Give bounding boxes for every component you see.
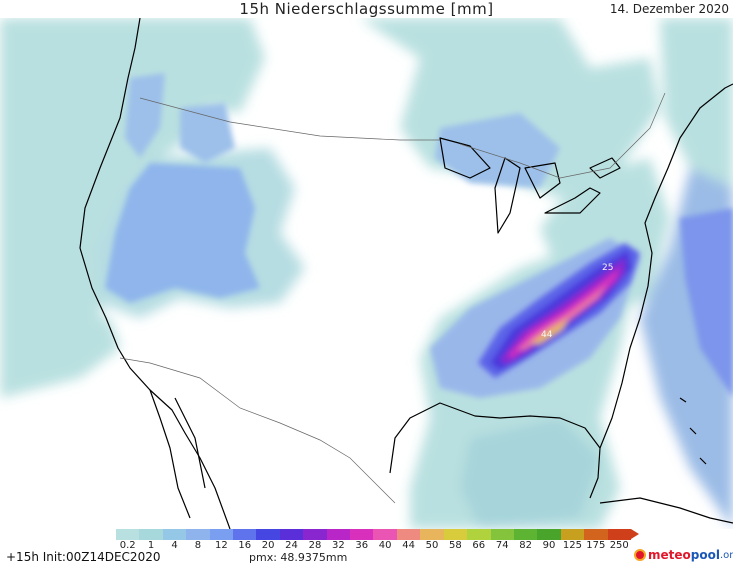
colorbar-tick-label: 44: [402, 540, 415, 551]
boundaries: [79, 18, 733, 529]
baja-peninsula: [149, 389, 206, 519]
colorbar-tick-label: 58: [449, 540, 462, 551]
pacific-coastline: [79, 18, 231, 529]
colorbar-swatch: [162, 529, 187, 540]
colorbar-tick-label: 32: [331, 540, 345, 551]
colorbar-tick-label: 66: [472, 540, 486, 551]
colorbar-ticks: 0.2 1 4 8 12 16 20 24 28 32 36 40 44 50 58 66 74 82 90 125 1…: [116, 540, 631, 552]
colorbar-tick-label: 82: [519, 540, 532, 551]
great-lakes: [439, 137, 621, 234]
colorbar-swatch: [373, 529, 397, 540]
contour-labels: 25 44: [541, 263, 613, 340]
colorbar-tick-label: 40: [378, 540, 392, 551]
colorbar-arrow: [631, 529, 639, 539]
colorbar-swatch: [350, 529, 374, 540]
colorbar-swatch: [303, 529, 327, 540]
colorbar-tick-label: 0.2: [119, 540, 136, 551]
colorbar-tick-label: 50: [425, 540, 439, 551]
brand-text-meteo: meteo: [648, 548, 691, 562]
colorbar-tick-label: 90: [542, 540, 556, 551]
colorbar-swatch: [584, 529, 608, 540]
colorbar-swatch: [396, 529, 421, 540]
colorbar-swatch: [186, 529, 210, 540]
colorbar-tick-label: 8: [194, 540, 202, 551]
colorbar: [116, 529, 631, 540]
colorbar-tick-label: 125: [562, 540, 582, 551]
colorbar-swatch: [513, 529, 538, 540]
pmx-label: pmx: 48.9375mm: [249, 551, 348, 564]
colorbar-tick-label: 175: [586, 540, 606, 551]
contour-label-44: 44: [541, 330, 553, 340]
colorbar-tick-label: 74: [495, 540, 509, 551]
colorbar-swatch: [490, 529, 514, 540]
gulf-coastline: [389, 402, 601, 499]
colorbar-swatch: [139, 529, 163, 540]
colorbar-tick-label: 36: [355, 540, 369, 551]
run-info-label: +15h Init:00Z14DEC2020: [6, 550, 161, 564]
colorbar-tick-label: 4: [171, 540, 178, 551]
colorbar-tick-label: 20: [261, 540, 275, 551]
colorbar-swatch: [326, 529, 351, 540]
colorbar-tick-label: 1: [147, 540, 155, 551]
colorbar-swatch: [209, 529, 234, 540]
precip-heavy-band: [478, 243, 640, 378]
contour-label-25: 25: [602, 263, 613, 273]
globe-icon: [634, 549, 646, 561]
colorbar-tick-label: 12: [214, 540, 228, 551]
valid-time-label: Montag, 16Uhr: [2, 0, 92, 18]
colorbar-swatch: [467, 529, 491, 540]
precipitation-map: 25 44: [0, 18, 733, 529]
atlantic-coastline: [599, 83, 733, 449]
colorbar-swatch: [537, 529, 561, 540]
islands: [679, 397, 707, 465]
colorbar-swatch: [279, 529, 304, 540]
colorbar-swatch: [116, 529, 140, 540]
colorbar-tick-label: 24: [285, 540, 298, 551]
country-borders: [119, 92, 666, 504]
brand-logo[interactable]: meteo pool .org: [634, 546, 733, 564]
brand-text-org: .org: [719, 549, 733, 561]
colorbar-swatch: [420, 529, 444, 540]
cuba: [599, 497, 733, 524]
colorbar-swatch: [233, 529, 257, 540]
colorbar-swatch: [256, 529, 280, 540]
brand-text-pool: pool: [690, 548, 720, 562]
date-label: 14. Dezember 2020: [609, 0, 729, 18]
colorbar-tick-label: 250: [609, 540, 629, 551]
colorbar-tick-label: 28: [308, 540, 322, 551]
colorbar-tick-label: 16: [238, 540, 252, 551]
colorbar-swatch: [560, 529, 585, 540]
colorbar-swatch: [607, 529, 631, 540]
colorbar-swatch: [443, 529, 468, 540]
footer: 0.2 1 4 8 12 16 20 24 28 32 36 40 44 50 58 66 74 82 90 125 1…: [0, 529, 733, 566]
